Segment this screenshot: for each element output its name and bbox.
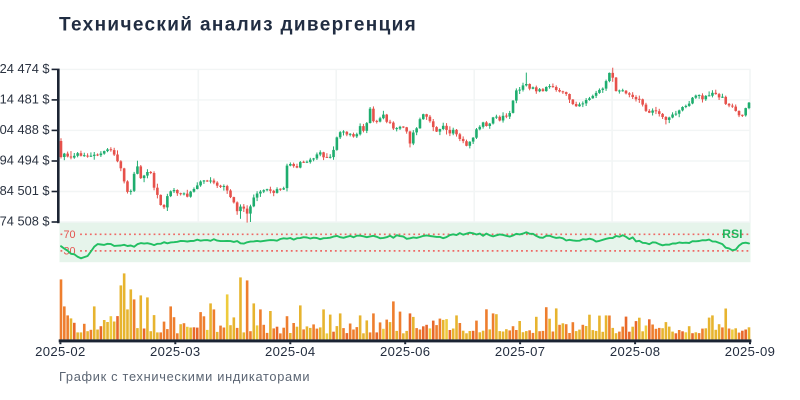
svg-text:2025-07: 2025-07 [495,344,546,359]
svg-text:2025-04: 2025-04 [265,344,316,359]
svg-text:2025-02: 2025-02 [35,344,86,359]
svg-text:2025-08: 2025-08 [610,344,661,359]
svg-text:2025-09: 2025-09 [725,344,776,359]
svg-text:94 494 $: 94 494 $ [0,153,50,168]
svg-text:График с техническими индикато: График с техническими индикаторами [59,369,310,384]
svg-text:2025-06: 2025-06 [380,344,431,359]
svg-text:Технический анализ дивергенция: Технический анализ дивергенция [59,14,417,35]
svg-text:74 508 $: 74 508 $ [0,214,50,229]
svg-text:2025-03: 2025-03 [150,344,201,359]
svg-text:84 501 $: 84 501 $ [0,183,50,198]
svg-text:104 488 $: 104 488 $ [0,122,50,137]
svg-text:70: 70 [64,229,76,241]
svg-text:114 481 $: 114 481 $ [0,92,50,107]
svg-text:RSI: RSI [722,227,742,241]
svg-text:124 474 $: 124 474 $ [0,61,50,76]
